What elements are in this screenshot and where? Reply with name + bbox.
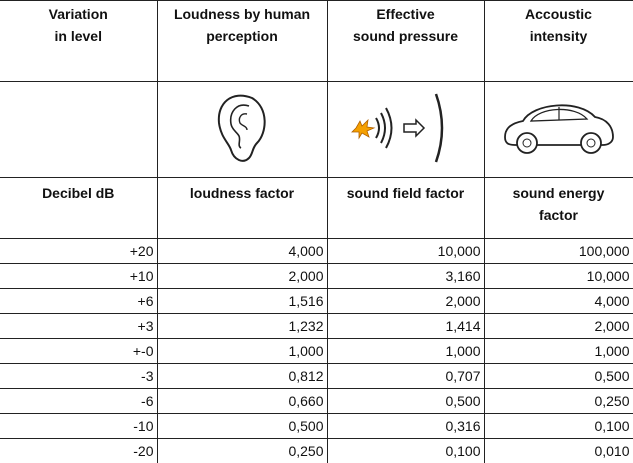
- icon-cell: [0, 82, 157, 178]
- data-cell: -10: [0, 414, 157, 439]
- data-cell: 0,660: [157, 389, 327, 414]
- subheader-cell: sound field factor: [327, 178, 484, 239]
- car-icon: [499, 93, 619, 163]
- data-cell: 0,250: [484, 389, 633, 414]
- icon-cell: [484, 82, 633, 178]
- icon-cell: [327, 82, 484, 178]
- data-cell: 10,000: [327, 239, 484, 264]
- data-cell: 0,812: [157, 364, 327, 389]
- cell-line: intensity: [488, 25, 630, 47]
- data-cell: +20: [0, 239, 157, 264]
- data-cell: 0,250: [157, 439, 327, 463]
- data-cell: 0,316: [327, 414, 484, 439]
- data-cell: -20: [0, 439, 157, 463]
- data-cell: +3: [0, 314, 157, 339]
- data-cell: -6: [0, 389, 157, 414]
- data-cell: 4,000: [157, 239, 327, 264]
- sound-wave-icon: [346, 88, 466, 168]
- data-cell: 0,100: [484, 414, 633, 439]
- cell-line: perception: [161, 25, 324, 47]
- data-cell: +-0: [0, 339, 157, 364]
- data-cell: 2,000: [157, 264, 327, 289]
- data-cell: 0,707: [327, 364, 484, 389]
- icon-row: [0, 82, 633, 178]
- subheader-cell: Decibel dB: [0, 178, 157, 239]
- data-cell: 1,414: [327, 314, 484, 339]
- data-cell: 100,000: [484, 239, 633, 264]
- data-cell: 0,500: [484, 364, 633, 389]
- cell-line: Effective: [331, 3, 481, 25]
- cell-line: factor: [488, 204, 630, 226]
- data-cell: 3,160: [327, 264, 484, 289]
- data-cell: 1,232: [157, 314, 327, 339]
- cell-line: Decibel dB: [3, 182, 154, 204]
- data-cell: 10,000: [484, 264, 633, 289]
- data-cell: 2,000: [327, 289, 484, 314]
- data-cell: 1,000: [157, 339, 327, 364]
- cell-line: Variation: [3, 3, 154, 25]
- subheader-row: Decibel dB loudness factor sound field fac…: [0, 178, 633, 239]
- data-cell: 0,500: [157, 414, 327, 439]
- data-cell: 4,000: [484, 289, 633, 314]
- data-cell: +6: [0, 289, 157, 314]
- cell-line: loudness factor: [161, 182, 324, 204]
- ear-icon: [207, 88, 277, 168]
- data-cell: 0,500: [327, 389, 484, 414]
- data-cell: 0,010: [484, 439, 633, 463]
- cell-line: sound field factor: [331, 182, 481, 204]
- data-cell: 0,100: [327, 439, 484, 463]
- subheader-cell: loudness factor: [157, 178, 327, 239]
- data-cell: +10: [0, 264, 157, 289]
- cell-line: Accoustic: [488, 3, 630, 25]
- data-cell: 1,000: [327, 339, 484, 364]
- cell-line: in level: [3, 25, 154, 47]
- cell-line: sound pressure: [331, 25, 481, 47]
- data-cell: 2,000: [484, 314, 633, 339]
- data-cell: 1,516: [157, 289, 327, 314]
- icon-cell: [157, 82, 327, 178]
- data-cell: 1,000: [484, 339, 633, 364]
- cell-line: Loudness by human: [161, 3, 324, 25]
- data-cell: -3: [0, 364, 157, 389]
- cell-line: sound energy: [488, 182, 630, 204]
